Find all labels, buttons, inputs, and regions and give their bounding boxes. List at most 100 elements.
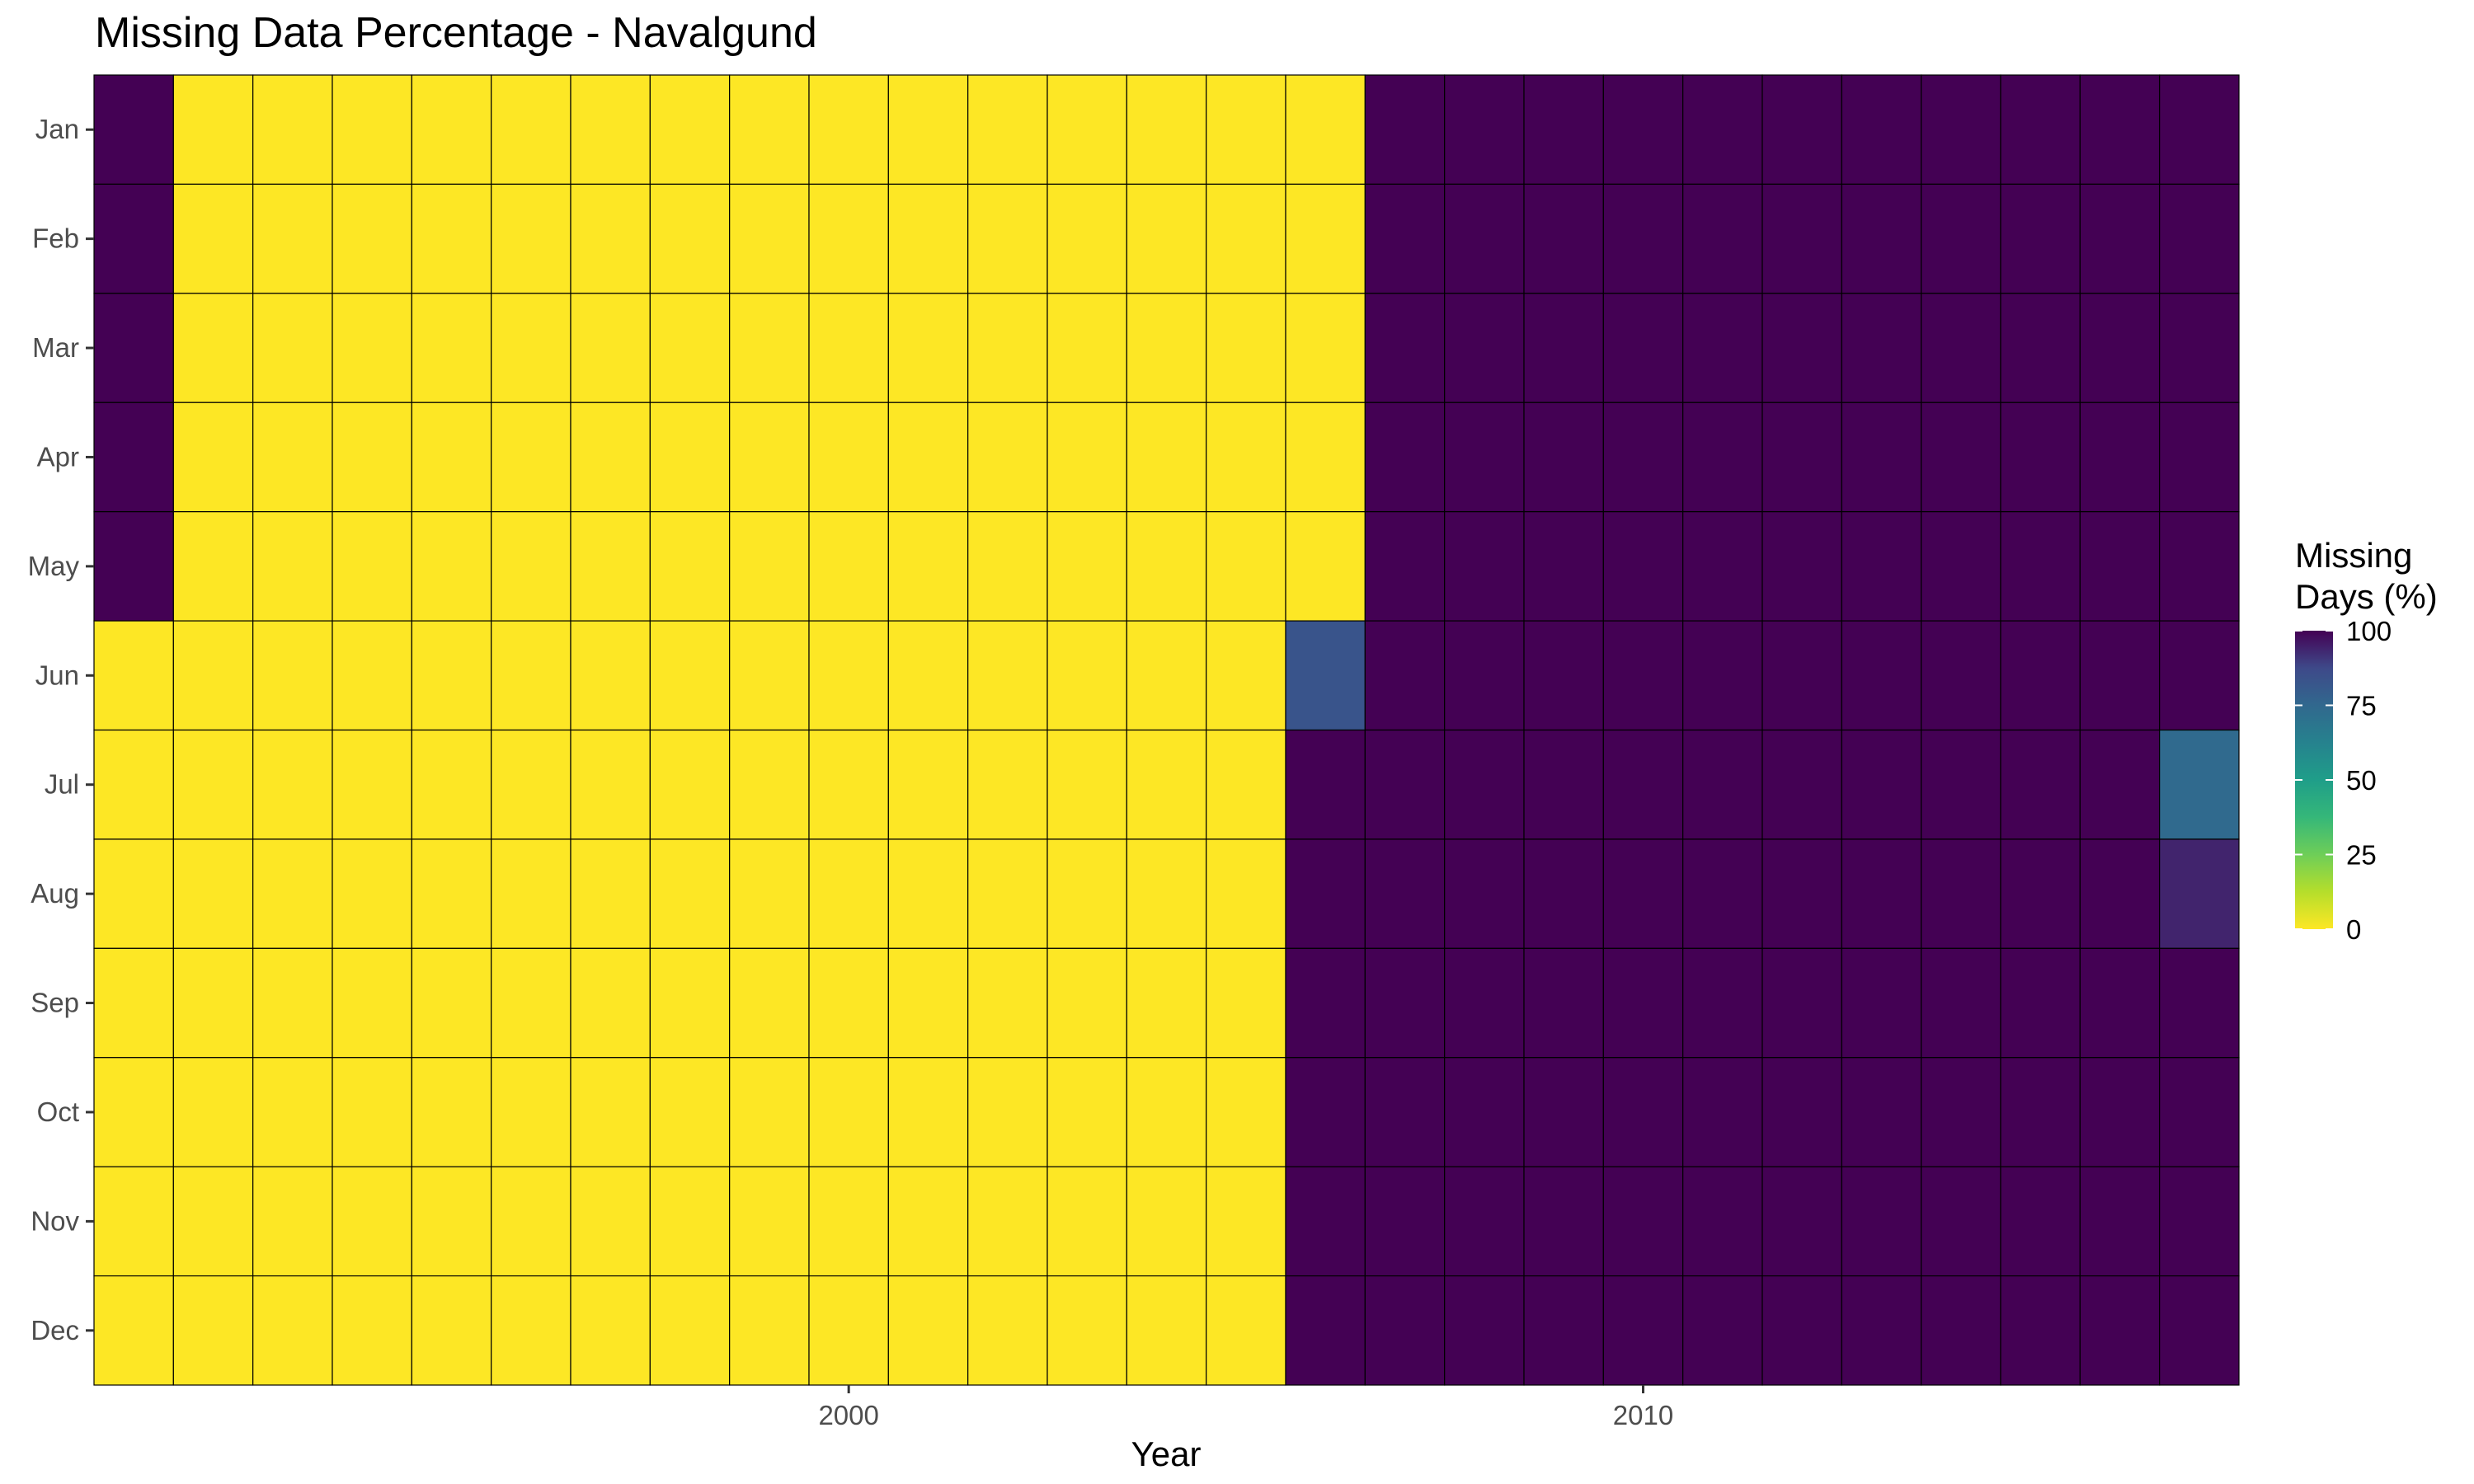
heatmap-cell-1993-jul	[252, 729, 333, 840]
heatmap-cell-2013-oct	[1841, 1057, 1922, 1167]
heatmap-cell-1994-nov	[332, 1166, 412, 1277]
heatmap-cell-2004-oct	[1126, 1057, 1207, 1167]
heatmap-cell-2008-apr	[1444, 402, 1525, 513]
heatmap-cell-2004-feb	[1126, 183, 1207, 294]
heatmap-cell-2010-sep	[1602, 947, 1684, 1059]
heatmap-cell-2009-apr	[1523, 402, 1604, 513]
heatmap-cell-2014-sep	[1921, 947, 2001, 1059]
heatmap-cell-1998-jul	[649, 729, 731, 840]
heatmap-cell-1999-mar	[729, 293, 810, 403]
heatmap-cell-1991-sep	[93, 947, 174, 1059]
heatmap-cell-2006-mar	[1285, 293, 1366, 403]
heatmap-cell-2003-jul	[1047, 729, 1127, 840]
heatmap-cell-1998-nov	[649, 1166, 731, 1277]
heatmap-cell-2013-sep	[1841, 947, 1922, 1059]
heatmap-cell-1995-sep	[411, 947, 492, 1059]
heatmap-cell-1994-aug	[332, 838, 412, 949]
y-tick-label-nov: Nov	[31, 1205, 79, 1236]
heatmap-cell-1991-aug	[93, 838, 174, 949]
heatmap-cell-2005-mar	[1206, 293, 1286, 403]
heatmap-cell-2017-aug	[2159, 838, 2240, 949]
y-tick-label-aug: Aug	[31, 878, 79, 909]
heatmap-cell-2000-nov	[808, 1166, 889, 1277]
heatmap-cell-1996-oct	[491, 1057, 571, 1167]
heatmap-cell-2001-feb	[887, 183, 969, 294]
heatmap-cell-2015-jun	[2000, 620, 2081, 731]
heatmap-cell-1997-may	[570, 511, 651, 622]
heatmap-cell-2014-mar	[1921, 293, 2001, 403]
heatmap-cell-2012-oct	[1761, 1057, 1842, 1167]
heatmap-cell-1995-mar	[411, 293, 492, 403]
heatmap-cell-2000-oct	[808, 1057, 889, 1167]
heatmap-cell-1997-oct	[570, 1057, 651, 1167]
heatmap-cell-2006-jun	[1285, 620, 1366, 731]
heatmap-cell-1994-dec	[332, 1275, 412, 1386]
heatmap-cell-2000-jun	[808, 620, 889, 731]
heatmap-cell-2011-mar	[1682, 293, 1763, 403]
heatmap-cell-2004-jan	[1126, 74, 1207, 186]
heatmap-cell-2011-dec	[1682, 1275, 1763, 1386]
heatmap-cell-2007-jul	[1364, 729, 1446, 840]
heatmap-cell-1997-feb	[570, 183, 651, 294]
heatmap-cell-2016-apr	[2079, 402, 2161, 513]
y-tick-label-sep: Sep	[31, 988, 79, 1018]
heatmap-cell-2015-nov	[2000, 1166, 2081, 1277]
heatmap-cell-2017-oct	[2159, 1057, 2240, 1167]
heatmap-cell-1992-may	[172, 511, 254, 622]
heatmap-cell-1999-feb	[729, 183, 810, 294]
heatmap-cell-2000-apr	[808, 402, 889, 513]
heatmap-cell-2005-oct	[1206, 1057, 1286, 1167]
heatmap-cell-2015-oct	[2000, 1057, 2081, 1167]
heatmap-cell-1998-mar	[649, 293, 731, 403]
heatmap-cell-2000-jan	[808, 74, 889, 186]
heatmap-cell-1991-mar	[93, 293, 174, 403]
y-axis: Jan Feb Mar Apr May Jun Jul Aug Sep Oct Nov Dec	[28, 114, 94, 1345]
heatmap-cell-1995-jul	[411, 729, 492, 840]
heatmap-cell-2008-sep	[1444, 947, 1525, 1059]
heatmap-cell-2001-dec	[887, 1275, 969, 1386]
heatmap-cell-2013-feb	[1841, 183, 1922, 294]
heatmap-cell-2003-mar	[1047, 293, 1127, 403]
y-tick-label-apr: Apr	[37, 441, 79, 472]
legend-tick-label-25: 25	[2346, 840, 2377, 871]
heatmap-cell-1995-aug	[411, 838, 492, 949]
heatmap-cell-2007-jun	[1364, 620, 1446, 731]
heatmap-cell-1991-jan	[93, 74, 174, 186]
heatmap-cell-2015-aug	[2000, 838, 2081, 949]
heatmap-cell-2006-may	[1285, 511, 1366, 622]
heatmap-cell-2003-jun	[1047, 620, 1127, 731]
heatmap-cell-2010-apr	[1602, 402, 1684, 513]
heatmap-cell-2012-jun	[1761, 620, 1842, 731]
heatmap-cell-2009-jul	[1523, 729, 1604, 840]
heatmap-cell-2006-apr	[1285, 402, 1366, 513]
heatmap-cell-2005-may	[1206, 511, 1286, 622]
legend-title-line-2: Days (%)	[2295, 577, 2438, 616]
heatmap-cell-2013-may	[1841, 511, 1922, 622]
heatmap-cell-2007-apr	[1364, 402, 1446, 513]
heatmap-cell-1995-apr	[411, 402, 492, 513]
heatmap-cell-1998-feb	[649, 183, 731, 294]
heatmap-cell-2002-nov	[967, 1166, 1048, 1277]
heatmap-cell-1996-jul	[491, 729, 571, 840]
heatmap-cell-1998-sep	[649, 947, 731, 1059]
heatmap-cell-1993-oct	[252, 1057, 333, 1167]
heatmap-cell-1995-jun	[411, 620, 492, 731]
heatmap-cell-1995-feb	[411, 183, 492, 294]
heatmap-cell-2004-dec	[1126, 1275, 1207, 1386]
legend-tick-label-50: 50	[2346, 765, 2377, 796]
heatmap-cell-1994-jun	[332, 620, 412, 731]
heatmap-cell-2015-sep	[2000, 947, 2081, 1059]
heatmap-cell-1995-oct	[411, 1057, 492, 1167]
heatmap-cell-2009-oct	[1523, 1057, 1604, 1167]
heatmap-cell-2011-may	[1682, 511, 1763, 622]
heatmap-cell-2016-may	[2079, 511, 2161, 622]
heatmap-cell-1991-feb	[93, 183, 174, 294]
heatmap-cell-2011-apr	[1682, 402, 1763, 513]
heatmap-cell-2012-feb	[1761, 183, 1842, 294]
heatmap-cell-2001-apr	[887, 402, 969, 513]
heatmap-cell-2001-mar	[887, 293, 969, 403]
heatmap-cell-2003-oct	[1047, 1057, 1127, 1167]
heatmap-cell-2007-oct	[1364, 1057, 1446, 1167]
heatmap-cell-2015-jul	[2000, 729, 2081, 840]
heatmap-cell-2016-jun	[2079, 620, 2161, 731]
